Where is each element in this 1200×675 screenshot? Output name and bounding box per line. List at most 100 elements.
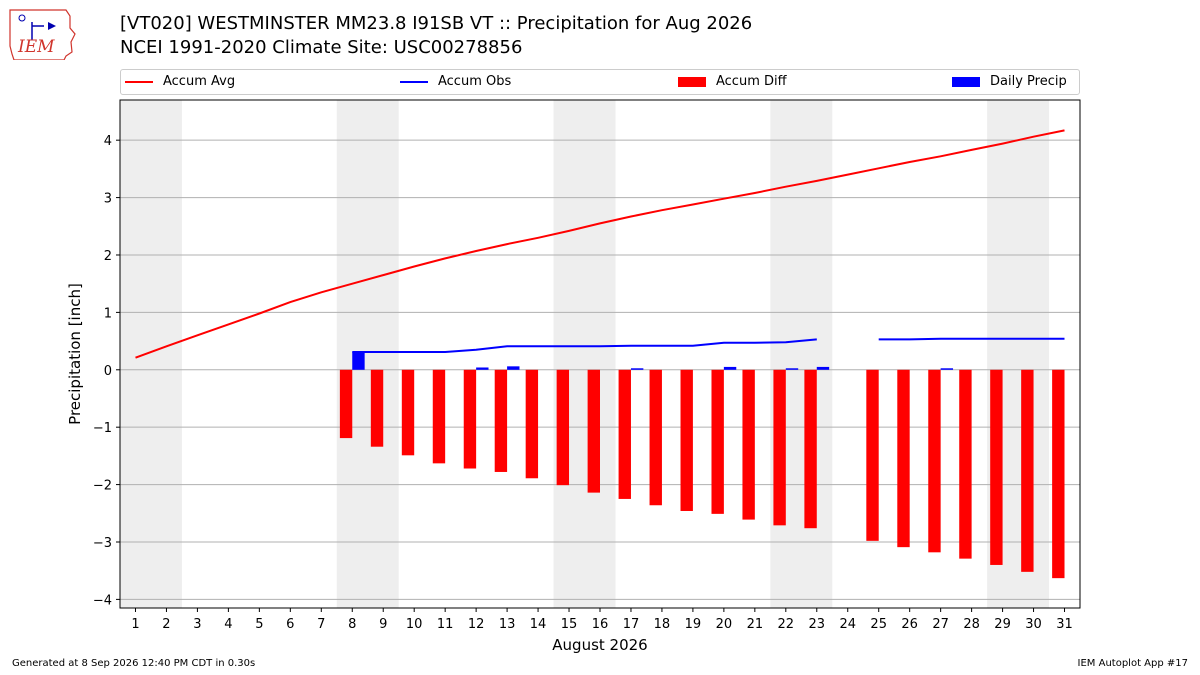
- svg-text:IEM: IEM: [17, 37, 55, 57]
- x-tick-label: 10: [406, 617, 423, 632]
- daily-precip-bar: [476, 367, 489, 370]
- x-tick-label: 9: [379, 617, 387, 632]
- x-tick-label: 27: [932, 617, 949, 632]
- weekend-shade: [770, 100, 833, 608]
- weekend-shade: [553, 100, 616, 608]
- weekend-shade: [120, 100, 182, 608]
- x-tick-label: 23: [809, 617, 826, 632]
- accum-diff-bar: [339, 369, 353, 439]
- accum-diff-bar: [432, 369, 446, 464]
- x-tick-label: 15: [561, 617, 578, 632]
- chart-subtitle: NCEI 1991-2020 Climate Site: USC00278856: [120, 37, 523, 58]
- x-tick-label: 7: [317, 617, 325, 632]
- daily-precip-bar: [940, 368, 954, 370]
- accum-diff-bar: [897, 369, 910, 548]
- legend-swatch: [125, 80, 153, 83]
- accum-diff-bar: [711, 369, 724, 514]
- x-tick-label: 30: [1025, 617, 1042, 632]
- x-tick-label: 13: [499, 617, 516, 632]
- daily-precip-bar: [352, 351, 365, 370]
- x-tick-label: 29: [994, 617, 1011, 632]
- accum-diff-bar: [649, 369, 662, 506]
- accum-diff-bar: [990, 369, 1003, 565]
- weekend-shade: [336, 100, 399, 608]
- accum-diff-bar: [928, 369, 941, 553]
- legend-item-daily-precip: Daily Precip: [952, 74, 1067, 90]
- accum-diff-bar: [1021, 369, 1034, 572]
- y-tick-label: −1: [93, 421, 112, 436]
- y-tick-label: 0: [104, 364, 112, 379]
- y-axis-label: Precipitation [inch]: [66, 283, 84, 425]
- x-tick-label: 18: [654, 617, 671, 632]
- y-tick-label: −2: [93, 479, 112, 494]
- accum-diff-bar: [370, 369, 384, 447]
- legend-label: Accum Diff: [716, 74, 787, 89]
- legend-item-accum-obs: Accum Obs: [400, 74, 511, 90]
- x-tick-label: 4: [224, 617, 232, 632]
- x-tick-label: 25: [870, 617, 887, 632]
- accum-diff-bar: [525, 369, 539, 479]
- accum-diff-bar: [959, 369, 972, 559]
- legend-label: Accum Obs: [438, 74, 512, 89]
- daily-precip-bar: [785, 368, 799, 370]
- accum-diff-bar: [680, 369, 693, 511]
- daily-precip-bar: [630, 368, 644, 370]
- x-tick-label: 22: [778, 617, 795, 632]
- accum-diff-bar: [587, 369, 600, 493]
- iem-logo-icon: IEM: [9, 9, 76, 60]
- x-tick-label: 21: [747, 617, 764, 632]
- x-axis-label: August 2026: [552, 636, 647, 654]
- x-tick-label: 14: [530, 617, 547, 632]
- accum-diff-bar: [494, 369, 508, 472]
- legend-swatch: [400, 80, 428, 83]
- legend-swatch: [952, 76, 980, 87]
- x-tick-label: 12: [468, 617, 485, 632]
- accum-diff-bar: [463, 369, 477, 469]
- chart-legend: Accum Avg Accum Obs Accum Diff Daily Pre…: [120, 69, 1080, 95]
- accum-avg-line: [135, 129, 1065, 359]
- app-credit: IEM Autoplot App #17: [1077, 658, 1188, 669]
- accum-obs-line: [878, 337, 1065, 341]
- y-tick-label: 3: [104, 192, 112, 207]
- x-tick-label: 6: [286, 617, 294, 632]
- x-tick-label: 17: [623, 617, 640, 632]
- legend-item-accum-avg: Accum Avg: [125, 74, 235, 90]
- accum-diff-bar: [866, 369, 879, 541]
- y-tick-label: 4: [104, 134, 112, 149]
- x-tick-label: 31: [1056, 617, 1073, 632]
- legend-label: Accum Avg: [163, 74, 236, 89]
- daily-precip-bar: [816, 366, 830, 370]
- accum-diff-bar: [742, 369, 755, 520]
- accum-diff-bar: [556, 369, 570, 486]
- accum-diff-bar: [401, 369, 415, 456]
- generated-timestamp: Generated at 8 Sep 2026 12:40 PM CDT in …: [12, 658, 256, 669]
- x-tick-label: 19: [685, 617, 702, 632]
- x-tick-label: 16: [592, 617, 609, 632]
- x-tick-label: 24: [839, 617, 856, 632]
- y-tick-label: 2: [104, 249, 112, 264]
- accum-diff-bar: [1052, 369, 1065, 579]
- chart-title: [VT020] WESTMINSTER MM23.8 I91SB VT :: P…: [120, 13, 753, 34]
- x-tick-label: 1: [131, 617, 139, 632]
- x-tick-label: 20: [716, 617, 733, 632]
- legend-label: Daily Precip: [990, 74, 1067, 89]
- x-tick-label: 28: [963, 617, 980, 632]
- x-tick-label: 8: [348, 617, 356, 632]
- x-tick-label: 5: [255, 617, 263, 632]
- y-tick-label: −4: [93, 593, 112, 608]
- y-tick-label: 1: [104, 306, 112, 321]
- legend-item-accum-diff: Accum Diff: [678, 74, 787, 90]
- daily-precip-bar: [507, 366, 520, 370]
- x-tick-label: 11: [437, 617, 454, 632]
- legend-swatch: [678, 76, 706, 87]
- y-tick-label: −3: [93, 536, 112, 551]
- accum-diff-bar: [804, 369, 817, 529]
- x-tick-label: 26: [901, 617, 918, 632]
- x-tick-label: 2: [162, 617, 170, 632]
- x-tick-label: 3: [193, 617, 201, 632]
- accum-diff-bar: [618, 369, 631, 499]
- accum-diff-bar: [773, 369, 786, 526]
- daily-precip-bar: [723, 366, 737, 370]
- accum-obs-line: [352, 338, 817, 353]
